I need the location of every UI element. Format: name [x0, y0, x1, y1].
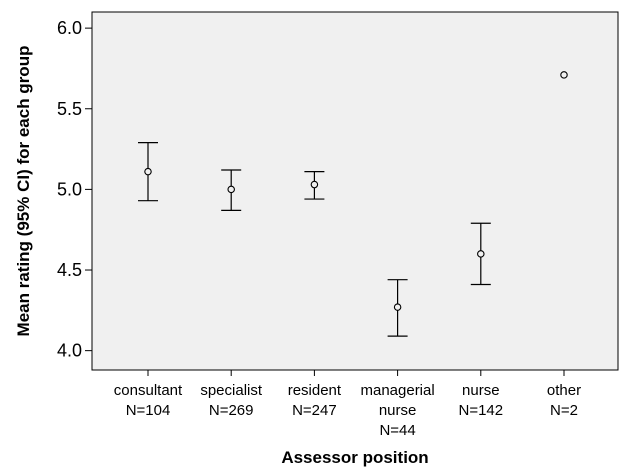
plot-area — [91, 11, 619, 371]
x-tick-label: consultant — [114, 382, 183, 399]
x-tick-label: other — [547, 382, 581, 399]
mean-point — [560, 71, 568, 79]
x-tick-label: specialist — [200, 382, 263, 399]
x-tick-label: N=2 — [550, 402, 578, 419]
mean-point — [227, 185, 235, 194]
x-tick-label: nurse — [462, 382, 500, 399]
x-axis: consultant N=104 specialist N=269 resident N=… — [114, 370, 581, 439]
data-marks — [138, 71, 568, 337]
x-tick-label: N=104 — [126, 402, 171, 419]
mean-point — [477, 250, 485, 258]
x-axis-title: Assessor position — [281, 448, 428, 467]
y-axis: 4.0 4.5 5.0 5.5 6.0 — [57, 18, 92, 361]
x-tick-label: N=247 — [292, 402, 337, 419]
x-tick-label: N=44 — [379, 422, 415, 439]
x-tick-label: managerial — [360, 382, 434, 399]
x-tick-label: N=269 — [209, 402, 254, 419]
mean-point — [144, 167, 152, 176]
y-tick-label: 6.0 — [57, 18, 82, 38]
x-tick-label: N=142 — [458, 402, 503, 419]
y-tick-label: 5.5 — [57, 99, 82, 119]
y-tick-label: 5.0 — [57, 179, 82, 199]
y-tick-label: 4.0 — [57, 341, 82, 361]
y-axis-title: Mean rating (95% CI) for each group — [14, 46, 33, 337]
x-tick-label: resident — [288, 382, 342, 399]
x-tick-label: nurse — [379, 402, 417, 419]
mean-point — [393, 303, 402, 311]
y-tick-label: 4.5 — [57, 260, 82, 280]
mean-point — [310, 180, 319, 189]
